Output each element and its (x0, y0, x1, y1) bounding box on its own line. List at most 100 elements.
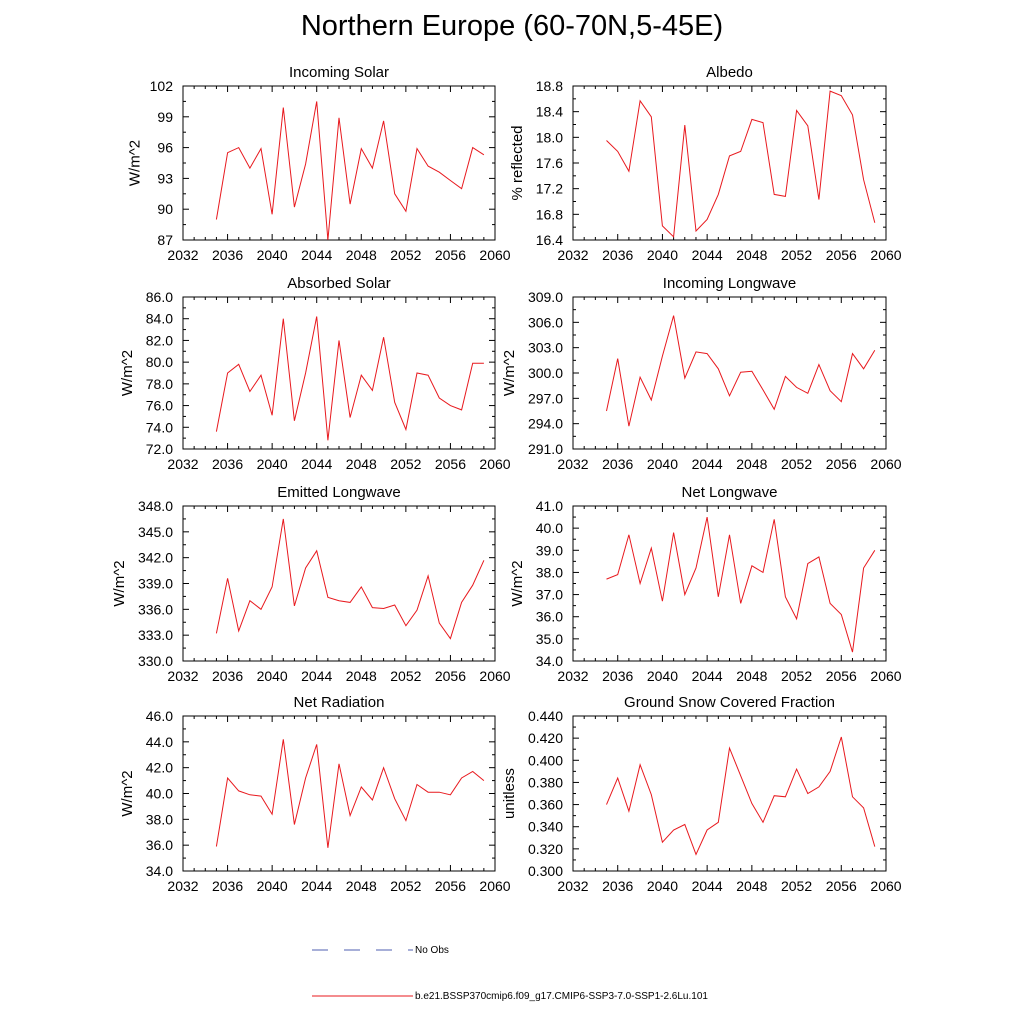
x-tick-label: 2048 (736, 247, 767, 263)
x-tick-label: 2040 (257, 668, 288, 684)
y-tick-label: 0.400 (528, 752, 563, 768)
panel-title: Incoming Longwave (663, 275, 796, 292)
y-axis-label: W/m^2 (119, 350, 136, 396)
x-tick-label: 2036 (212, 456, 243, 472)
y-tick-label: 0.300 (528, 863, 563, 879)
chart-panel: 2032 2036 2040 2044 2048 2052 2056 2060 34.0 35.0… (509, 484, 902, 684)
chart-panel: 2032 2036 2040 2044 2048 2052 2056 2060 330.0 333… (111, 484, 511, 684)
y-tick-label: 90 (157, 201, 173, 217)
x-tick-label: 2044 (692, 247, 723, 263)
chart-panel: 2032 2036 2040 2044 2048 2052 2056 2060 87 90 93 96… (127, 64, 511, 263)
y-tick-label: 330.0 (138, 653, 173, 669)
y-tick-label: 34.0 (146, 863, 173, 879)
x-tick-label: 2032 (557, 878, 588, 894)
x-tick-label: 2040 (647, 247, 678, 263)
y-tick-label: 74.0 (146, 419, 173, 435)
legend-model-label: b.e21.BSSP370cmip6.f09_g17.CMIP6-SSP3-7.… (415, 991, 708, 1002)
x-tick-label: 2060 (870, 668, 901, 684)
y-tick-label: 36.0 (536, 609, 563, 625)
y-tick-label: 336.0 (138, 601, 173, 617)
y-axis-label: W/m^2 (111, 560, 128, 606)
y-tick-label: 342.0 (138, 550, 173, 566)
y-axis-label: W/m^2 (127, 140, 144, 186)
x-tick-label: 2056 (435, 878, 466, 894)
y-tick-label: 0.340 (528, 819, 563, 835)
x-tick-label: 2048 (346, 456, 377, 472)
plot-frame (572, 505, 887, 662)
x-tick-label: 2040 (647, 668, 678, 684)
x-tick-label: 2032 (167, 247, 198, 263)
y-tick-label: 34.0 (536, 653, 563, 669)
x-tick-label: 2032 (167, 668, 198, 684)
x-tick-label: 2032 (167, 878, 198, 894)
x-tick-label: 2040 (647, 878, 678, 894)
y-tick-label: 37.0 (536, 587, 563, 603)
series-line (606, 736, 876, 856)
y-tick-label: 291.0 (528, 441, 563, 457)
x-tick-label: 2060 (870, 247, 901, 263)
x-tick-label: 2052 (781, 247, 812, 263)
y-tick-label: 46.0 (146, 708, 173, 724)
x-tick-label: 2048 (736, 456, 767, 472)
y-tick-label: 0.420 (528, 730, 563, 746)
y-tick-label: 0.320 (528, 841, 563, 857)
y-axis-label: % reflected (509, 125, 526, 200)
y-tick-label: 294.0 (528, 416, 563, 432)
x-tick-label: 2032 (557, 247, 588, 263)
page-title: Northern Europe (60-70N,5-45E) (300, 10, 724, 42)
y-tick-label: 87 (157, 232, 173, 248)
y-tick-label: 0.380 (528, 774, 563, 790)
x-tick-label: 2036 (602, 878, 633, 894)
y-tick-label: 17.2 (536, 181, 563, 197)
x-tick-label: 2056 (826, 878, 857, 894)
y-tick-label: 16.4 (536, 232, 563, 248)
x-tick-label: 2048 (346, 247, 377, 263)
chart-panel: 2032 2036 2040 2044 2048 2052 2056 2060 291.0 294… (501, 275, 902, 472)
y-tick-label: 38.0 (146, 811, 173, 827)
panel-title: Absorbed Solar (287, 275, 390, 292)
y-axis-label: W/m^2 (501, 350, 518, 396)
x-tick-label: 2048 (736, 668, 767, 684)
x-tick-label: 2036 (212, 247, 243, 263)
y-tick-label: 44.0 (146, 734, 173, 750)
x-tick-label: 2040 (257, 878, 288, 894)
series-line (215, 101, 485, 241)
chart-panel: 2032 2036 2040 2044 2048 2052 2056 2060 34.0 36.0… (119, 694, 511, 894)
y-axis-label: W/m^2 (119, 770, 136, 816)
y-axis-label: unitless (501, 768, 518, 819)
x-tick-label: 2036 (602, 247, 633, 263)
series-line (215, 316, 484, 441)
x-tick-label: 2040 (257, 247, 288, 263)
panel-title: Incoming Solar (289, 64, 389, 81)
x-tick-label: 2056 (435, 247, 466, 263)
y-tick-label: 76.0 (146, 398, 173, 414)
series-line (606, 516, 876, 653)
x-tick-label: 2032 (557, 668, 588, 684)
y-tick-label: 16.8 (536, 206, 563, 222)
y-tick-label: 35.0 (536, 631, 563, 647)
y-tick-label: 40.0 (146, 786, 173, 802)
y-tick-label: 86.0 (146, 289, 173, 305)
x-tick-label: 2032 (557, 456, 588, 472)
panel-title: Albedo (706, 64, 753, 81)
y-tick-label: 40.0 (536, 520, 563, 536)
y-tick-label: 18.8 (536, 78, 563, 94)
x-tick-label: 2052 (390, 878, 421, 894)
y-tick-label: 82.0 (146, 332, 173, 348)
y-tick-label: 84.0 (146, 311, 173, 327)
x-tick-label: 2044 (301, 247, 332, 263)
x-tick-label: 2052 (781, 456, 812, 472)
y-tick-label: 93 (157, 170, 173, 186)
panel-title: Net Radiation (294, 694, 385, 711)
x-tick-label: 2056 (826, 456, 857, 472)
x-tick-label: 2052 (781, 878, 812, 894)
x-tick-label: 2036 (212, 668, 243, 684)
y-tick-label: 72.0 (146, 441, 173, 457)
y-tick-label: 297.0 (528, 390, 563, 406)
x-tick-label: 2036 (602, 668, 633, 684)
y-tick-label: 42.0 (146, 760, 173, 776)
x-tick-label: 2048 (346, 668, 377, 684)
y-tick-label: 36.0 (146, 837, 173, 853)
x-tick-label: 2056 (826, 668, 857, 684)
